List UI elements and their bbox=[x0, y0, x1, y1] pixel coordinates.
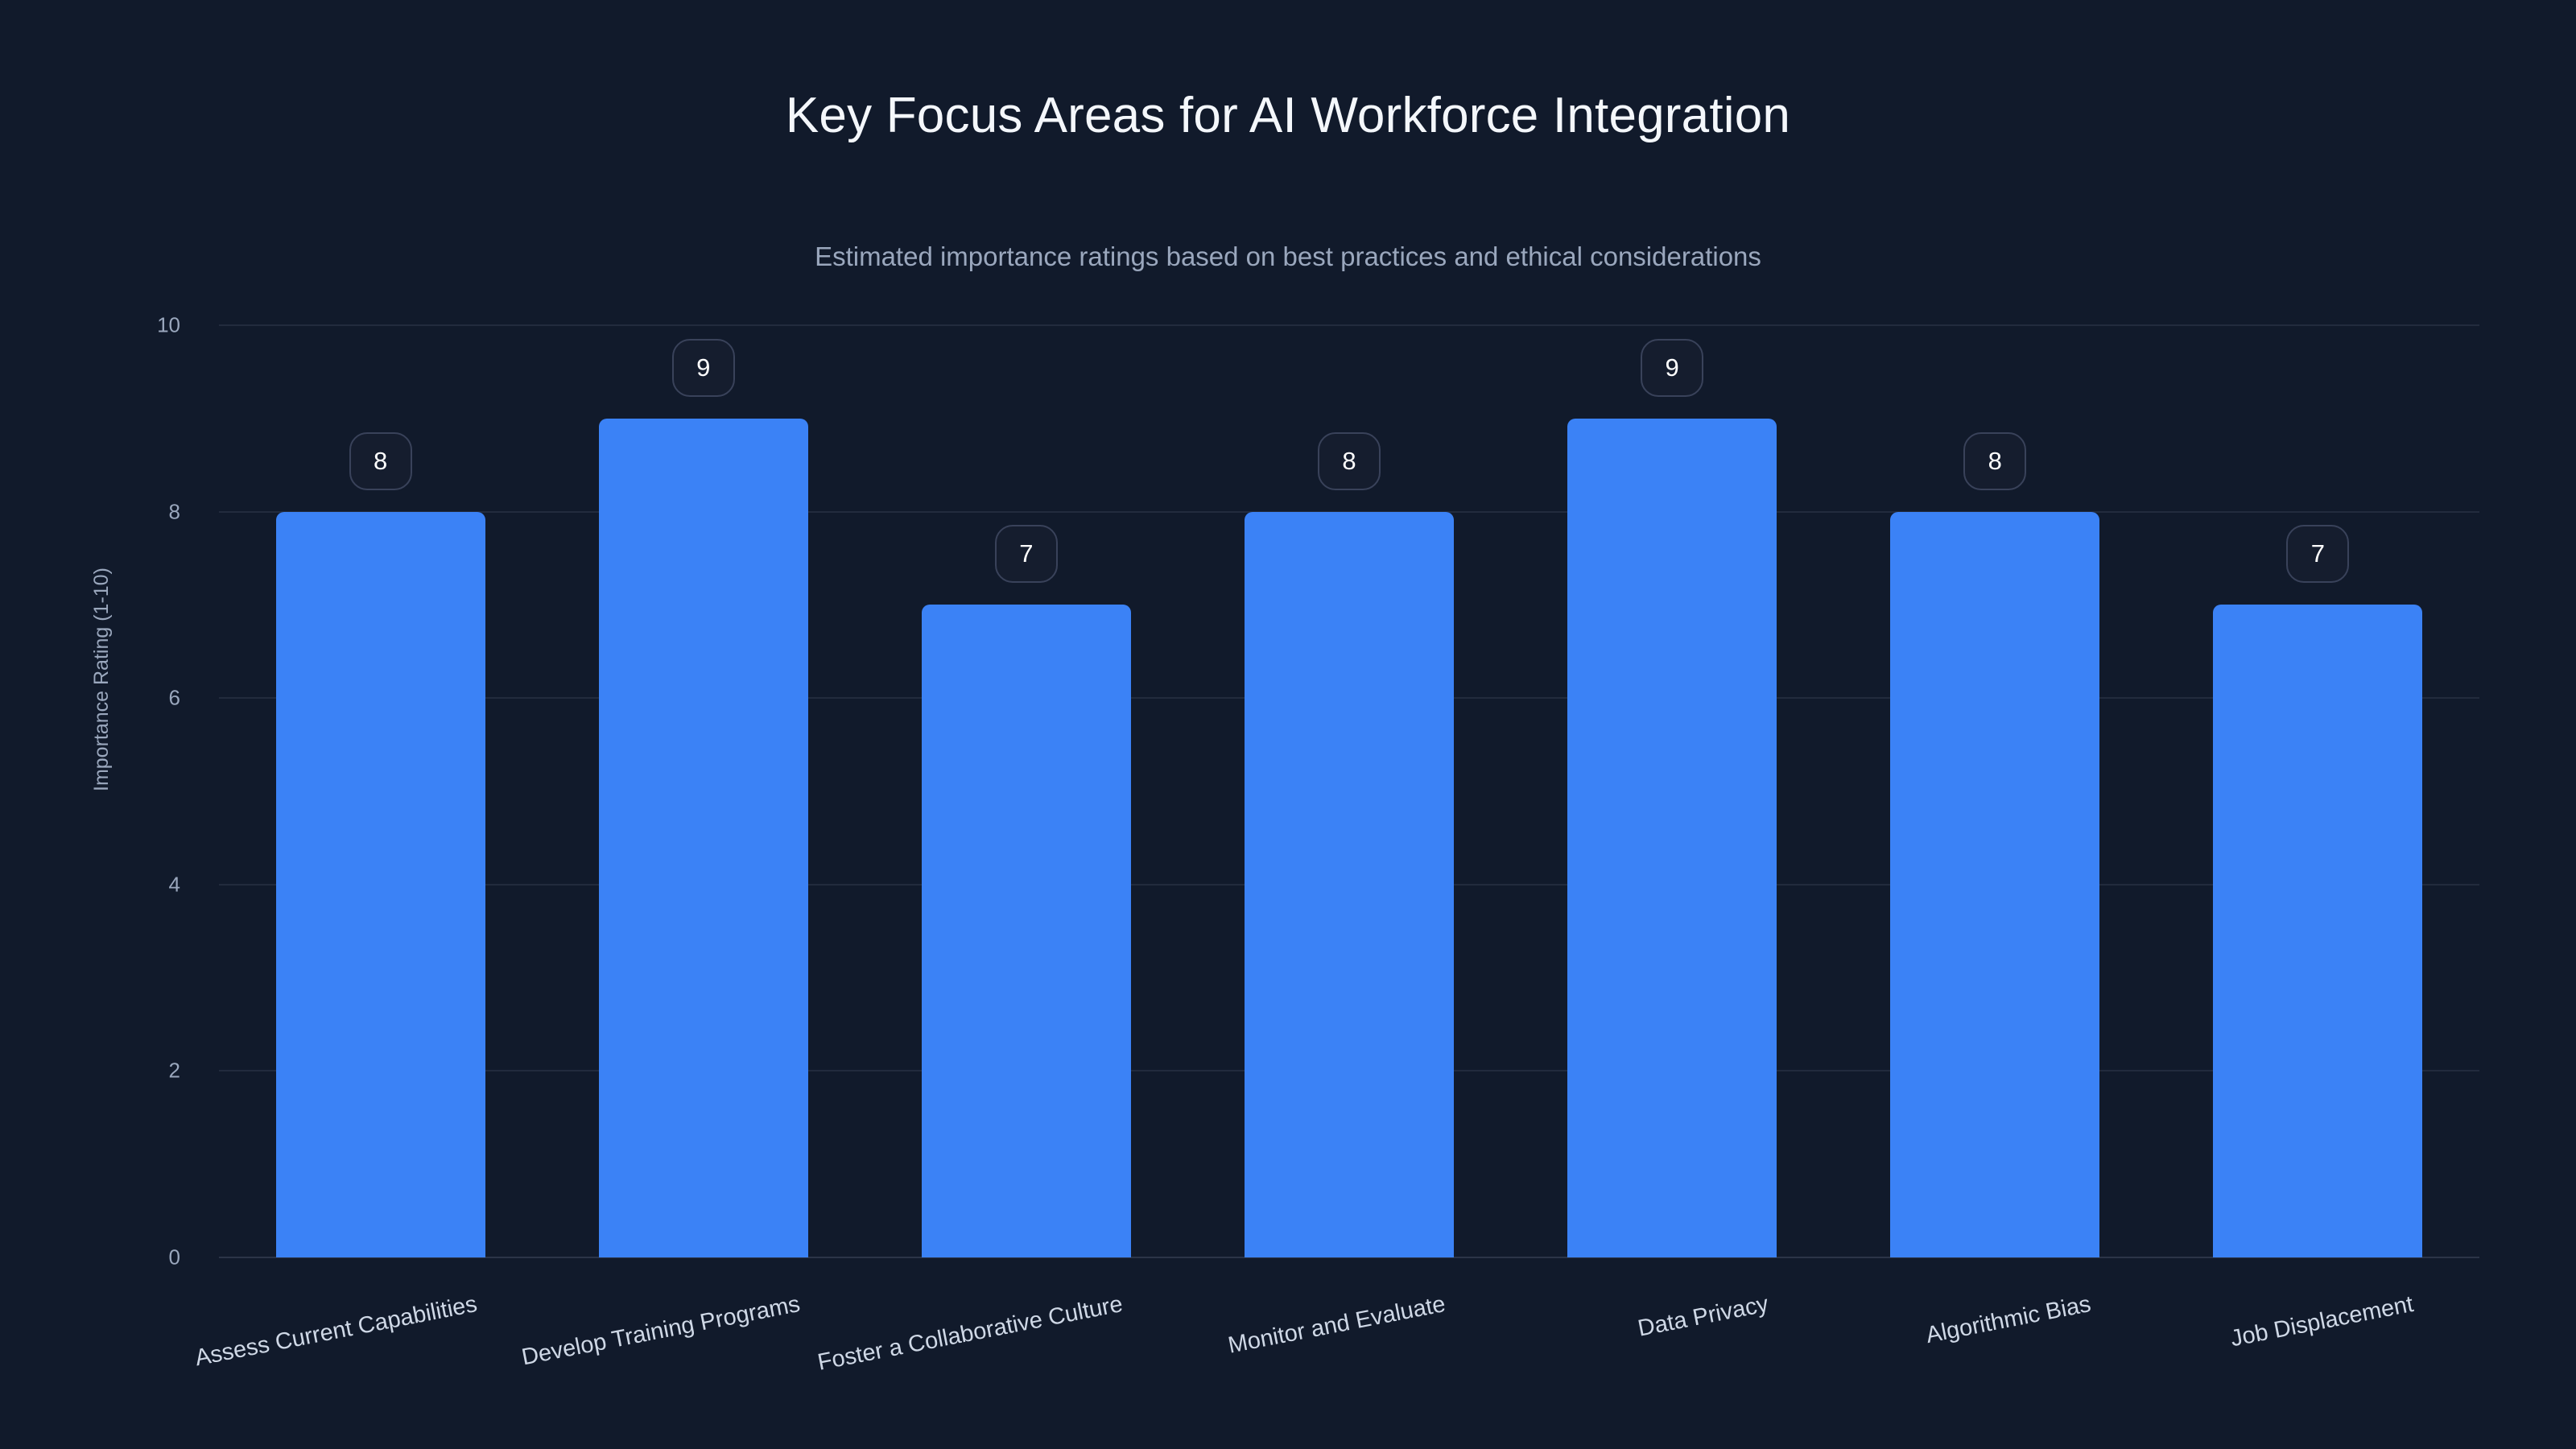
x-axis-tick-label: Data Privacy bbox=[1636, 1291, 1771, 1342]
bar[interactable] bbox=[921, 605, 1131, 1257]
bar-value-badge: 9 bbox=[1641, 338, 1704, 397]
x-axis-tick-label: Develop Training Programs bbox=[519, 1291, 803, 1371]
bar[interactable] bbox=[2213, 605, 2423, 1257]
plot-area: 8 9 7 8 9 8 7 bbox=[219, 324, 2479, 1258]
gridline bbox=[219, 324, 2479, 326]
y-axis-tick-label: 2 bbox=[168, 1058, 180, 1083]
gridline bbox=[219, 1257, 2479, 1258]
bar-value-badge: 9 bbox=[671, 338, 735, 397]
x-axis-tick-label: Monitor and Evaluate bbox=[1226, 1291, 1448, 1359]
gridline bbox=[219, 510, 2479, 513]
y-axis-tick-label: 8 bbox=[168, 499, 180, 524]
bar[interactable] bbox=[1890, 511, 2100, 1257]
x-axis-tick-label: Algorithmic Bias bbox=[1924, 1291, 2094, 1349]
bar[interactable] bbox=[1567, 418, 1777, 1257]
bar-value-badge: 7 bbox=[994, 525, 1058, 584]
bar-value-badge: 8 bbox=[349, 431, 412, 490]
bar[interactable] bbox=[275, 511, 485, 1257]
x-axis-tick-label: Assess Current Capabilities bbox=[192, 1291, 479, 1372]
y-axis-tick-label: 6 bbox=[168, 685, 180, 710]
bar-value-badge: 7 bbox=[2286, 525, 2350, 584]
y-axis-tick-labels: 0 2 4 6 8 10 bbox=[0, 0, 200, 1449]
bar-value-badge: 8 bbox=[1963, 431, 2027, 490]
chart-title: Key Focus Areas for AI Workforce Integra… bbox=[785, 88, 1791, 143]
chart-subtitle: Estimated importance ratings based on be… bbox=[815, 242, 1761, 271]
y-axis-tick-label: 0 bbox=[168, 1245, 180, 1269]
x-axis-tick-label: Job Displacement bbox=[2228, 1291, 2417, 1352]
y-axis-tick-label: 10 bbox=[157, 312, 180, 337]
y-axis-tick-label: 4 bbox=[168, 872, 180, 897]
bar[interactable] bbox=[598, 418, 808, 1257]
x-axis-tick-label: Foster a Collaborative Culture bbox=[815, 1291, 1125, 1376]
bar[interactable] bbox=[1245, 511, 1454, 1257]
bar-value-badge: 8 bbox=[1318, 431, 1381, 490]
